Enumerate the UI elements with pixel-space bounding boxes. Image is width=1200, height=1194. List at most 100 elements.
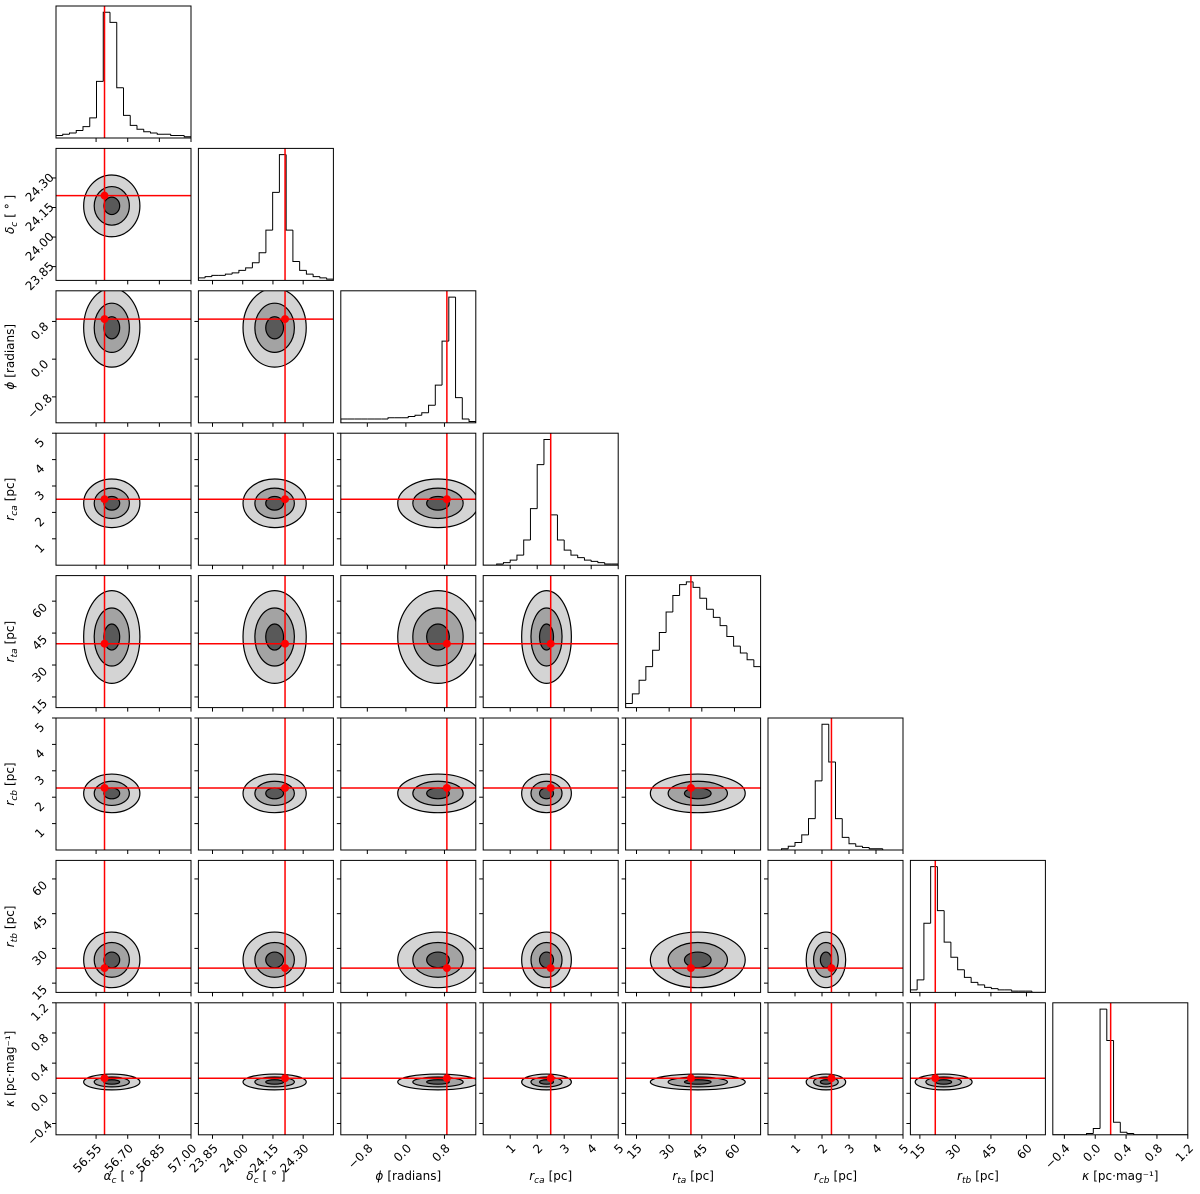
histogram-step: [835, 762, 843, 820]
histogram-step: [719, 617, 727, 627]
histogram-step: [556, 514, 565, 541]
histogram-step: [963, 969, 972, 978]
truth-point: [827, 1074, 836, 1083]
panel-frame: [55, 5, 192, 139]
histogram-step: [977, 982, 985, 986]
panel-frame: [625, 717, 762, 851]
axis-unit: [pc]: [3, 762, 17, 786]
panel: [768, 1002, 903, 1135]
y-tick-label: 24.30: [23, 170, 57, 204]
truth-point: [281, 783, 290, 792]
axis-unit: [pc]: [3, 478, 17, 502]
axis-subscript: c: [10, 222, 20, 227]
panel: [768, 718, 903, 850]
x-tick-label: 3: [557, 1141, 572, 1156]
histogram-step: [238, 269, 246, 273]
histogram-step: [1099, 1008, 1107, 1129]
histogram-step: [509, 559, 517, 563]
histogram-step: [272, 191, 280, 231]
axis-unit: [pc]: [3, 906, 17, 930]
panel-frame: [197, 290, 334, 424]
panel: [198, 433, 334, 566]
panel-frame: [55, 147, 192, 281]
x-tick-label: 1: [503, 1141, 518, 1156]
histogram-step: [631, 693, 640, 704]
histogram-step: [1011, 989, 1019, 992]
axis-label: rca [pc]: [3, 478, 20, 521]
histogram-step: [523, 539, 531, 556]
histogram-step: [136, 125, 144, 130]
histogram-step: [251, 262, 260, 268]
axis-subscript: ta: [10, 648, 20, 657]
histogram-step: [862, 846, 870, 848]
y-tick-label: 0.8: [28, 319, 51, 342]
x-tick-label: 0.8: [429, 1141, 452, 1164]
axis-unit: [ ° ]: [3, 195, 17, 218]
panel: [198, 290, 334, 423]
x-tick-label: 30: [657, 1141, 678, 1162]
truth-point: [686, 783, 695, 792]
panel-frame: [767, 1002, 904, 1136]
panel: [198, 718, 334, 850]
histogram-step: [672, 595, 680, 612]
panel: [483, 1002, 619, 1135]
truth-point: [686, 964, 695, 973]
x-tick-label: 1.2: [1173, 1141, 1196, 1164]
truth-point: [100, 964, 109, 973]
histogram-step: [665, 611, 673, 633]
panel-frame: [197, 147, 334, 281]
histogram-step: [183, 135, 191, 138]
axis-subscript: ta: [677, 1176, 686, 1186]
histogram-step: [56, 134, 63, 138]
x-tick-label: 1: [788, 1141, 803, 1156]
axis-subscript: tb: [962, 1176, 972, 1186]
y-tick-label: 5: [32, 720, 47, 735]
contour: [265, 1079, 285, 1085]
panel: [56, 148, 191, 281]
x-tick-label: 0.0: [391, 1141, 414, 1164]
panel-frame: [340, 575, 477, 709]
axis-symbol: r: [672, 1169, 678, 1183]
panel: [56, 860, 191, 993]
histogram-step: [414, 414, 422, 417]
x-tick-label: 0.0: [1080, 1141, 1103, 1164]
panel: [340, 860, 476, 993]
x-tick-label: 60: [722, 1141, 743, 1162]
truth-point: [100, 495, 109, 504]
axis-symbol: r: [3, 800, 17, 806]
axis-symbol: δ: [246, 1169, 253, 1183]
axis-subscript: tb: [10, 933, 20, 943]
histogram-step: [990, 987, 999, 990]
truth-point: [281, 639, 290, 648]
histogram-step: [123, 87, 131, 116]
panel-frame: [340, 432, 477, 566]
truth-point: [931, 1074, 940, 1083]
axis-label: rcb [pc]: [814, 1169, 857, 1186]
histogram-step: [882, 848, 890, 850]
truth-point: [546, 639, 555, 648]
y-tick-label: 15: [29, 696, 50, 717]
histogram-step: [1133, 1133, 1141, 1135]
histogram-step: [156, 132, 164, 135]
truth-point: [281, 495, 290, 504]
histogram-step: [129, 115, 137, 126]
histogram-step: [787, 845, 795, 849]
truth-point: [100, 639, 109, 648]
histogram-step: [625, 703, 633, 708]
histogram-step: [712, 609, 721, 618]
histogram-step: [821, 723, 829, 781]
histogram-step: [455, 297, 463, 399]
y-tick-label: 4: [32, 746, 47, 761]
axis-unit: [pc]: [3, 621, 17, 645]
panel: [1052, 1002, 1188, 1135]
panel: [56, 290, 191, 423]
y-tick-label: 23.85: [23, 259, 57, 293]
truth-point: [442, 639, 451, 648]
histogram-step: [645, 666, 653, 681]
histogram-step: [529, 508, 538, 541]
histogram-step: [950, 942, 958, 958]
panel-frame: [55, 717, 192, 851]
y-tick-label: 1: [32, 825, 47, 840]
panel-frame: [625, 575, 762, 709]
histogram-step: [679, 584, 687, 596]
